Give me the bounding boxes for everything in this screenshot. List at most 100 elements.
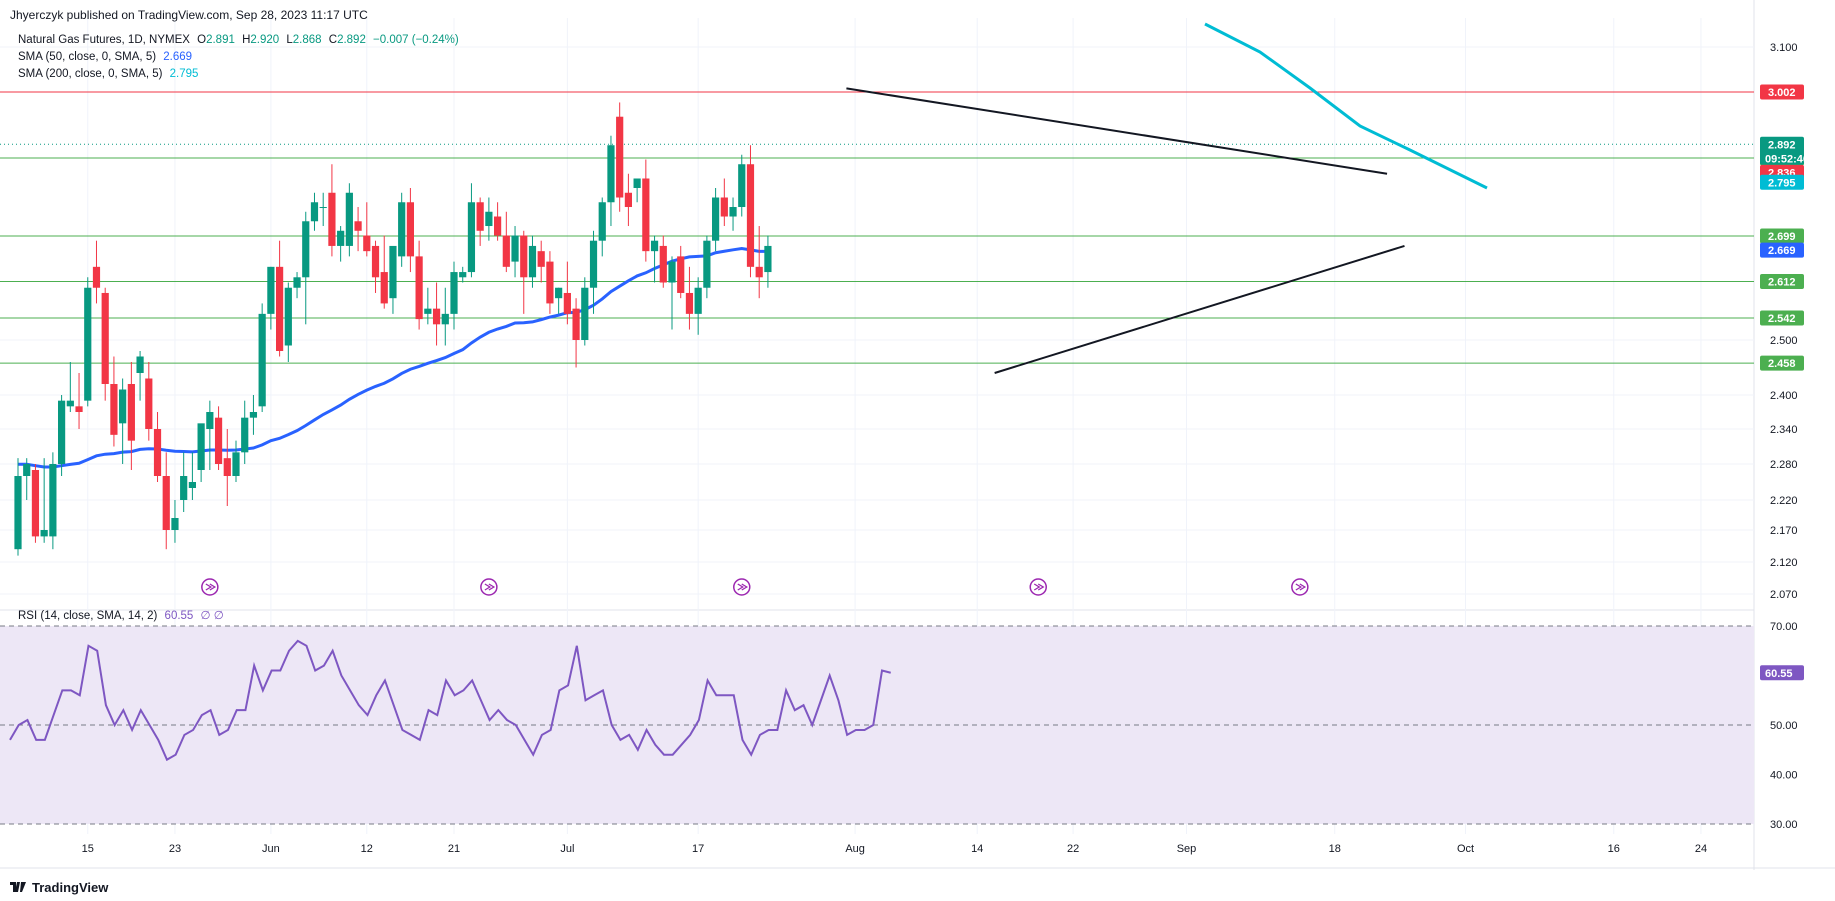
candle-up[interactable] (424, 308, 432, 314)
candle-up[interactable] (389, 245, 397, 299)
candle-down[interactable] (755, 266, 763, 278)
rsi-value-badge[interactable] (1760, 665, 1804, 681)
level-badge[interactable] (1760, 355, 1804, 371)
candle-up[interactable] (712, 197, 720, 241)
candle-down[interactable] (502, 235, 510, 267)
candle-down[interactable] (92, 266, 101, 288)
level-badge[interactable] (1760, 84, 1804, 100)
candle-up[interactable] (249, 412, 258, 418)
candle-up[interactable] (694, 287, 702, 314)
candle-up[interactable] (633, 178, 641, 188)
candle-down[interactable] (563, 292, 571, 314)
candle-down[interactable] (31, 470, 40, 537)
candle-up[interactable] (84, 287, 92, 401)
candle-up[interactable] (650, 240, 659, 252)
candle-down[interactable] (75, 406, 83, 412)
candle-down[interactable] (415, 256, 423, 320)
candle-up[interactable] (302, 221, 310, 278)
price-badge[interactable] (1760, 174, 1804, 190)
candle-up[interactable] (58, 400, 66, 464)
candle-down[interactable] (110, 384, 118, 435)
candle-up[interactable] (49, 464, 57, 537)
candle-up[interactable] (345, 192, 353, 246)
candle-up[interactable] (40, 530, 48, 537)
candle-up[interactable] (293, 277, 301, 288)
candle-down[interactable] (432, 308, 441, 325)
candle-up[interactable] (284, 287, 292, 346)
candle-up[interactable] (511, 235, 519, 262)
candle-down[interactable] (642, 178, 650, 252)
price-badge[interactable] (1760, 136, 1804, 165)
level-badge[interactable] (1760, 273, 1804, 289)
candle-down[interactable] (537, 251, 545, 267)
candle-up[interactable] (581, 287, 589, 340)
trendline[interactable] (994, 244, 1405, 374)
candle-down[interactable] (520, 235, 528, 278)
candle-up[interactable] (441, 313, 449, 325)
candle-down[interactable] (380, 272, 388, 304)
candle-up[interactable] (485, 211, 493, 227)
candle-up[interactable] (764, 245, 772, 273)
candle-down[interactable] (276, 266, 284, 351)
level-badge[interactable] (1760, 228, 1804, 244)
candle-down[interactable] (363, 235, 371, 252)
candle-up[interactable] (467, 202, 476, 273)
candle-up[interactable] (738, 164, 746, 208)
candle-up[interactable] (703, 240, 711, 288)
candle-up[interactable] (668, 261, 676, 283)
candle-down[interactable] (162, 476, 170, 530)
candle-up[interactable] (528, 245, 537, 278)
candle-down[interactable] (616, 116, 624, 198)
candle-up[interactable] (258, 313, 266, 407)
candle-down[interactable] (101, 292, 109, 384)
candle-down[interactable] (145, 378, 153, 430)
candle-down[interactable] (223, 458, 231, 476)
candle-down[interactable] (354, 221, 362, 231)
candle-up[interactable] (14, 476, 22, 550)
candle-down[interactable] (371, 245, 380, 278)
rsi-line[interactable] (9, 639, 891, 762)
candle-up[interactable] (66, 400, 74, 407)
candle-up[interactable] (555, 287, 563, 299)
candle-up[interactable] (267, 266, 275, 314)
candle-up[interactable] (197, 423, 205, 470)
sma200-line[interactable] (1204, 22, 1488, 190)
candle-down[interactable] (677, 256, 685, 293)
candle-up[interactable] (729, 207, 737, 217)
trendline[interactable] (846, 87, 1388, 175)
candle-down[interactable] (328, 192, 336, 246)
candle-down[interactable] (546, 261, 554, 304)
candle-up[interactable] (337, 230, 345, 246)
candle-up[interactable] (398, 202, 406, 257)
candle-up[interactable] (188, 482, 196, 488)
candle-up[interactable] (119, 389, 127, 424)
symbol-legend[interactable]: Natural Gas Futures, 1D, NYMEX O2.891 H2… (18, 34, 463, 46)
candle-down[interactable] (127, 384, 135, 441)
rsi-legend[interactable]: RSI (14, close, SMA, 14, 2) 60.55 ∅ ∅ (18, 608, 228, 622)
candle-down[interactable] (406, 202, 414, 257)
candle-up[interactable] (598, 202, 606, 241)
candle-down[interactable] (720, 197, 728, 217)
price-badge[interactable] (1760, 242, 1804, 258)
candle-down[interactable] (572, 308, 580, 340)
candle-down[interactable] (746, 164, 755, 267)
candle-up[interactable] (319, 207, 327, 209)
candle-up[interactable] (232, 452, 240, 476)
candle-up[interactable] (589, 240, 598, 288)
candle-up[interactable] (206, 412, 214, 429)
candle-down[interactable] (494, 216, 502, 236)
candle-up[interactable] (241, 417, 249, 453)
sma50-line[interactable] (18, 247, 768, 469)
candle-down[interactable] (685, 292, 694, 314)
candle-up[interactable] (459, 272, 467, 278)
candle-up[interactable] (23, 464, 31, 476)
candle-up[interactable] (607, 145, 615, 203)
candle-down[interactable] (476, 202, 484, 231)
candle-down[interactable] (659, 245, 667, 283)
candle-down[interactable] (214, 417, 223, 464)
candle-down[interactable] (624, 192, 632, 208)
candle-up[interactable] (171, 518, 179, 530)
candle-up[interactable] (180, 476, 188, 500)
candle-up[interactable] (450, 272, 458, 314)
